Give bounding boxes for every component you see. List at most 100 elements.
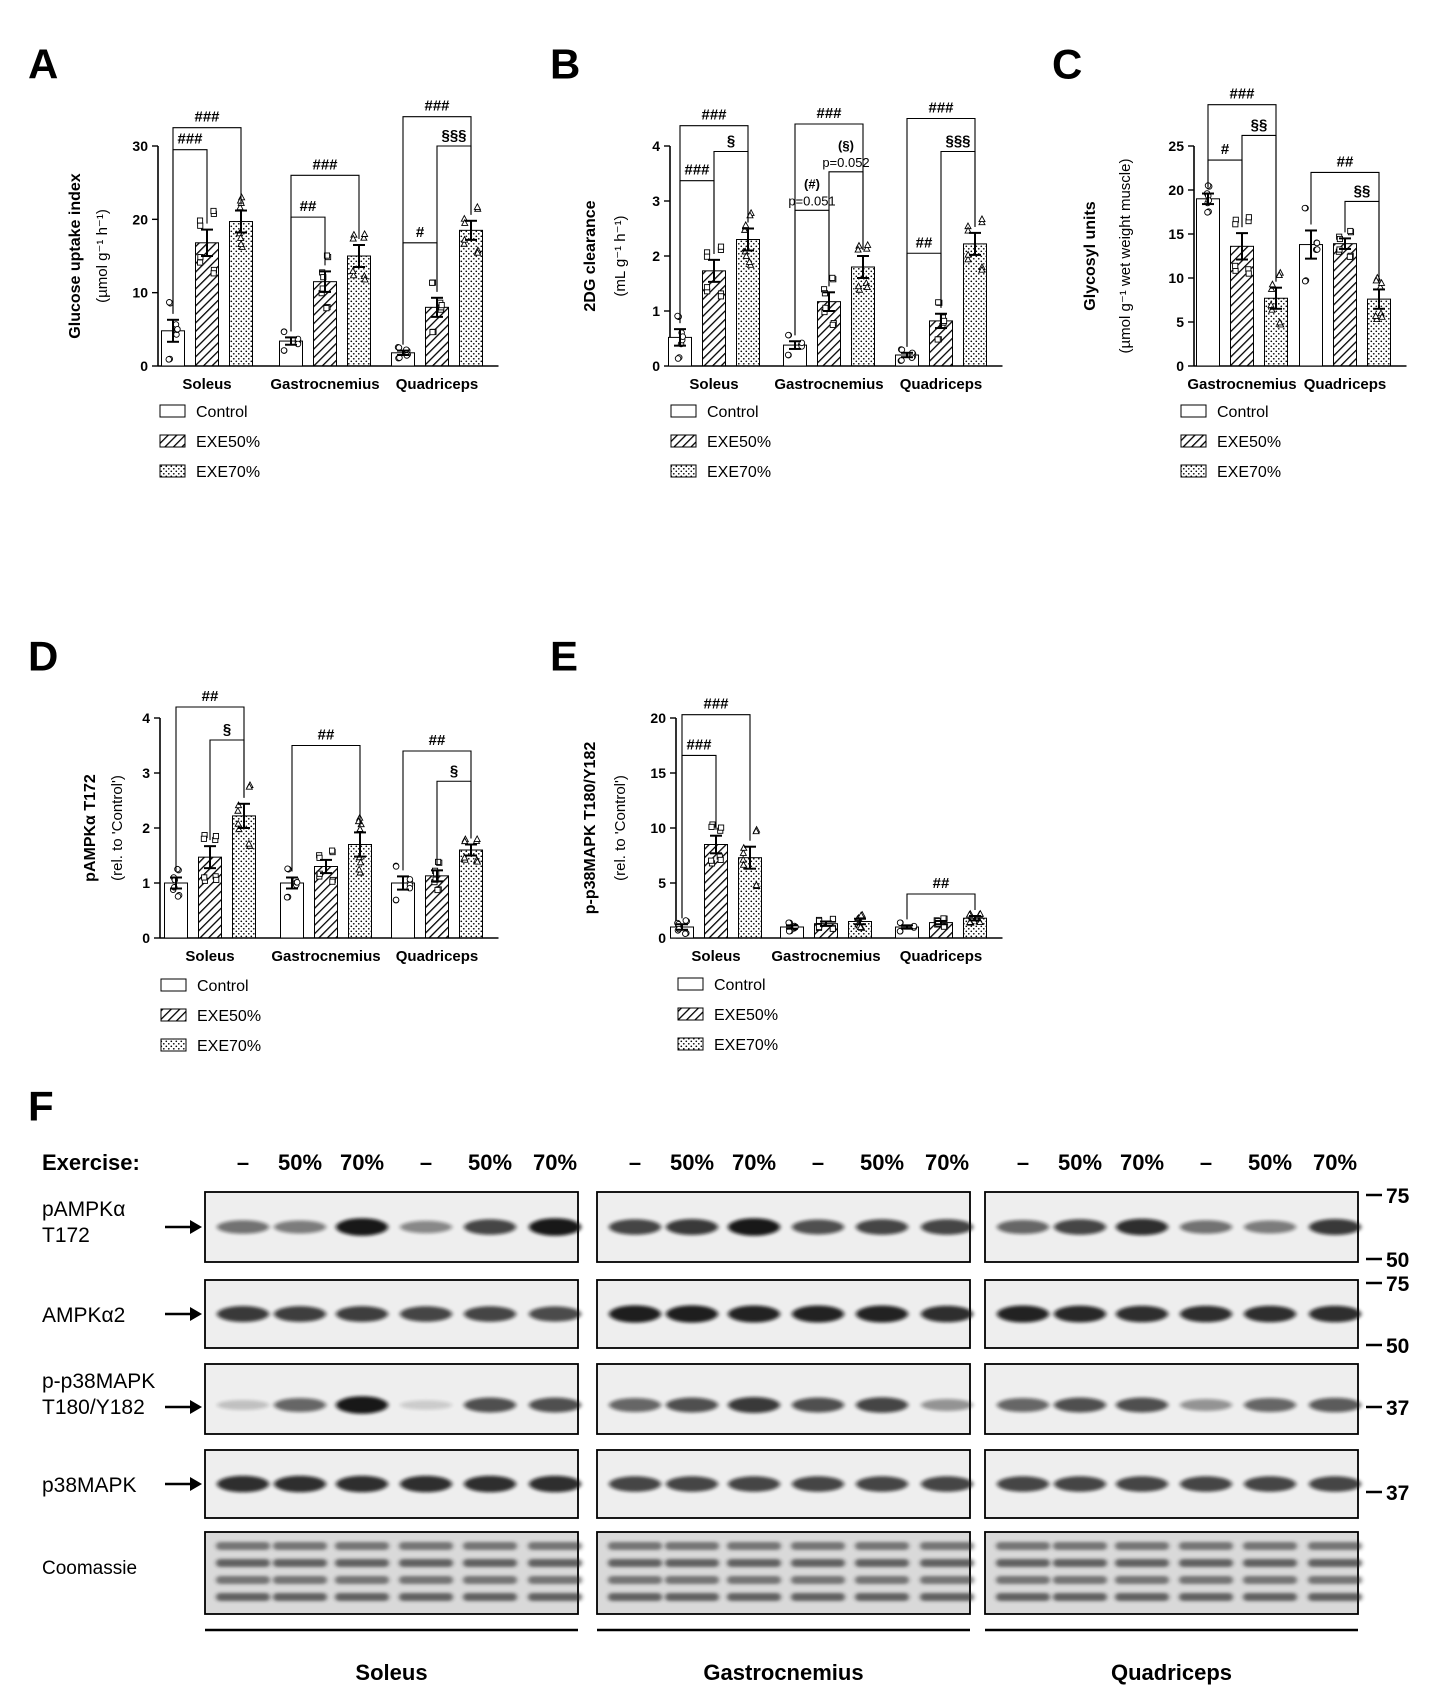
data-point xyxy=(473,202,482,210)
coomassie-band xyxy=(463,1593,517,1601)
data-point xyxy=(406,876,414,883)
coomassie-band xyxy=(1308,1542,1362,1550)
data-point xyxy=(815,923,823,931)
y-tick-label: 20 xyxy=(1168,182,1184,198)
blot-row-label: AMPKα2 xyxy=(42,1304,125,1327)
blot-band xyxy=(997,1305,1049,1323)
coomassie-band xyxy=(463,1542,517,1550)
coomassie-band xyxy=(1308,1576,1362,1584)
data-point xyxy=(197,222,204,229)
coomassie-band xyxy=(335,1559,389,1567)
coomassie-band xyxy=(920,1576,974,1584)
coomassie-band xyxy=(996,1593,1050,1601)
data-point xyxy=(429,279,436,286)
blot-band xyxy=(217,1306,269,1322)
data-point xyxy=(361,275,369,283)
blot-band xyxy=(856,1219,908,1235)
blot-band xyxy=(274,1475,326,1493)
data-point xyxy=(395,344,403,351)
coomassie-band xyxy=(528,1559,582,1567)
significance-bracket xyxy=(1207,104,1277,282)
data-point xyxy=(934,336,941,343)
blot-band xyxy=(1180,1220,1232,1234)
coomassie-band xyxy=(920,1542,974,1550)
bar xyxy=(1196,198,1220,367)
blot-band xyxy=(400,1400,452,1410)
blot-band xyxy=(728,1476,780,1492)
blot-band xyxy=(792,1397,844,1413)
category-label: Soleus xyxy=(185,948,234,965)
lane-label: – xyxy=(812,1150,824,1175)
y-tick-label: 3 xyxy=(652,193,660,209)
legend-label: Control xyxy=(197,978,249,995)
data-point xyxy=(978,265,986,273)
coomassie-band xyxy=(463,1559,517,1567)
data-point xyxy=(329,847,336,854)
category-label: Soleus xyxy=(182,376,231,393)
significance-label: ### xyxy=(701,107,727,124)
panel-label: D xyxy=(28,632,58,679)
panel-label: A xyxy=(28,40,58,87)
data-point xyxy=(392,863,400,870)
data-point xyxy=(461,218,469,226)
significance-label: ### xyxy=(928,100,954,117)
blot-band xyxy=(997,1220,1049,1234)
y-tick-label: 3 xyxy=(142,765,150,781)
coomassie-band xyxy=(1115,1576,1169,1584)
band-arrow-head xyxy=(190,1220,202,1234)
coomassie-band xyxy=(216,1559,270,1567)
data-point xyxy=(976,918,984,926)
data-point xyxy=(245,782,254,790)
blot-band xyxy=(1180,1399,1232,1411)
legend-swatch xyxy=(159,404,186,418)
data-point xyxy=(863,240,872,248)
y-axis-title: Glucose uptake index xyxy=(67,173,84,338)
coomassie-band xyxy=(1179,1559,1233,1567)
data-point xyxy=(966,917,974,925)
coomassie-band xyxy=(273,1542,327,1550)
significance-label: # xyxy=(1221,141,1230,158)
blot-row: p38MAPK 37 xyxy=(42,1449,1409,1519)
blot-band xyxy=(1309,1476,1361,1492)
data-point xyxy=(784,351,792,359)
data-point xyxy=(435,858,442,865)
blot-band xyxy=(609,1219,661,1235)
y-tick-label: 5 xyxy=(658,875,666,891)
blot-band xyxy=(400,1220,452,1234)
data-point xyxy=(1245,214,1252,221)
lane-label: – xyxy=(237,1150,249,1175)
blot-band xyxy=(666,1219,718,1235)
legend-swatch xyxy=(677,1007,704,1021)
group-label: Quadriceps xyxy=(1111,1660,1232,1685)
p-value-label: p=0.051 xyxy=(788,193,835,208)
data-point xyxy=(703,253,711,260)
category-label: Gastrocnemius xyxy=(1187,376,1296,393)
data-point xyxy=(360,229,369,237)
significance-label: § xyxy=(450,762,458,779)
legend-swatch xyxy=(677,1037,704,1051)
significance-bracket xyxy=(906,117,976,347)
data-point xyxy=(196,217,204,224)
significance-bracket xyxy=(713,150,749,254)
bar xyxy=(232,815,256,939)
significance-label: (§) xyxy=(838,138,854,153)
blot-row: pAMPKα T172 75 50 xyxy=(42,1185,1410,1272)
data-point xyxy=(829,915,836,922)
coomassie-band xyxy=(996,1542,1050,1550)
significance-bracket xyxy=(175,706,245,872)
blot-band xyxy=(217,1400,269,1410)
significance-bracket xyxy=(402,116,472,345)
coomassie-band xyxy=(1053,1559,1107,1567)
blot-row-label: pAMPKα T172 xyxy=(42,1198,125,1247)
blot-band xyxy=(1116,1476,1168,1492)
coomassie-band xyxy=(727,1593,781,1601)
blot-band xyxy=(529,1218,581,1236)
coomassie-band xyxy=(1243,1576,1297,1584)
coomassie-band xyxy=(335,1593,389,1601)
data-point xyxy=(703,284,711,291)
category-label: Quadriceps xyxy=(396,376,479,393)
legend-swatch xyxy=(1180,464,1207,478)
y-axis-title: 2DG clearance xyxy=(582,200,599,311)
legend-label: EXE50% xyxy=(1217,434,1281,451)
